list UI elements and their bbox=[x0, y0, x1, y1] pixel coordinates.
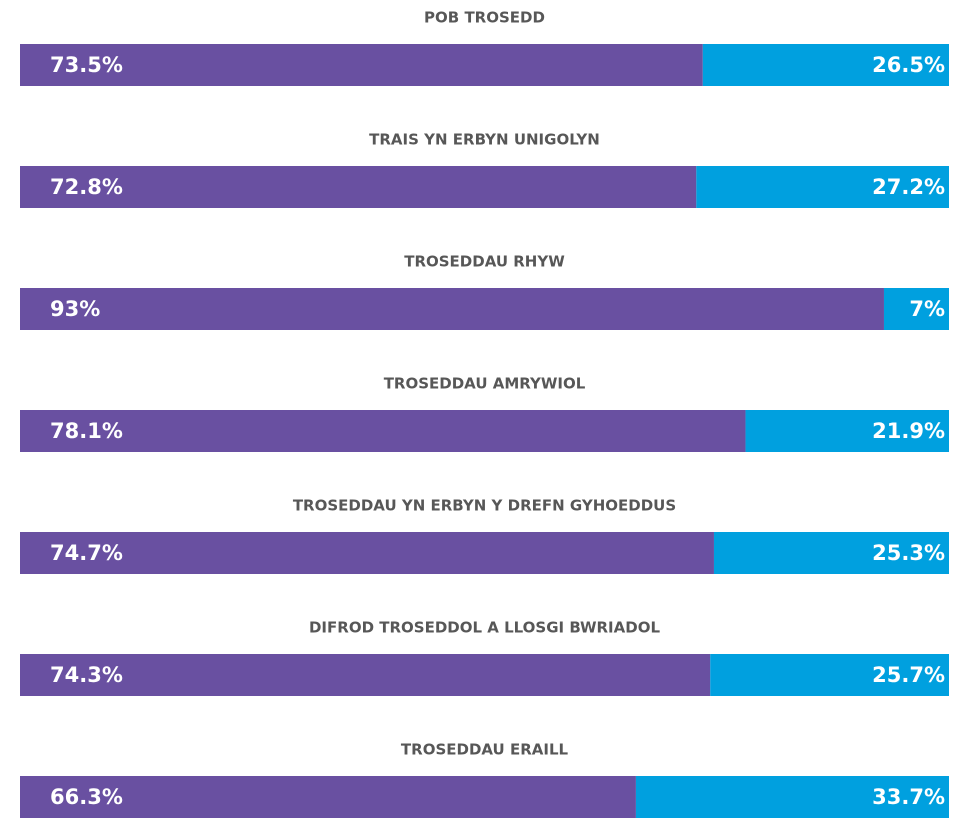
bar-title: TROSEDDAU RHYW bbox=[404, 253, 565, 271]
value-label: 25.7% bbox=[872, 663, 945, 687]
value-label: 7% bbox=[909, 297, 945, 321]
bar-title: POB TROSEDD bbox=[424, 9, 545, 27]
value-label: 25.3% bbox=[872, 541, 945, 565]
bar-segment bbox=[20, 654, 711, 696]
bar-title: DIFROD TROSEDDOL A LLOSGI BWRIADOL bbox=[309, 619, 660, 637]
bar-segment bbox=[635, 776, 949, 818]
bar-segment bbox=[20, 532, 714, 574]
bar-segment bbox=[710, 654, 949, 696]
bar-segment bbox=[745, 410, 949, 452]
value-label: 72.8% bbox=[50, 175, 123, 199]
value-label: 78.1% bbox=[50, 419, 123, 443]
bar-title: TROSEDDAU YN ERBYN Y DREFN GYHOEDDUS bbox=[293, 497, 676, 515]
bar-segment bbox=[713, 532, 949, 574]
bar-segment bbox=[702, 44, 949, 86]
value-label: 21.9% bbox=[872, 419, 945, 443]
value-label: 73.5% bbox=[50, 53, 123, 77]
value-label: 27.2% bbox=[872, 175, 945, 199]
bar-segment bbox=[20, 776, 636, 818]
bar-segment bbox=[20, 44, 703, 86]
bar-segment bbox=[20, 410, 746, 452]
value-label: 93% bbox=[50, 297, 100, 321]
bar-segment bbox=[20, 166, 697, 208]
bar-segment bbox=[20, 288, 884, 330]
value-label: 33.7% bbox=[872, 785, 945, 809]
value-label: 74.7% bbox=[50, 541, 123, 565]
value-label: 66.3% bbox=[50, 785, 123, 809]
value-label: 74.3% bbox=[50, 663, 123, 687]
bar-title: TRAIS YN ERBYN UNIGOLYN bbox=[369, 131, 600, 149]
bar-title: TROSEDDAU AMRYWIOL bbox=[384, 375, 586, 393]
bar-title: TROSEDDAU ERAILL bbox=[401, 741, 569, 759]
bar-segment bbox=[883, 288, 949, 330]
bar-segment bbox=[696, 166, 949, 208]
value-label: 26.5% bbox=[872, 53, 945, 77]
